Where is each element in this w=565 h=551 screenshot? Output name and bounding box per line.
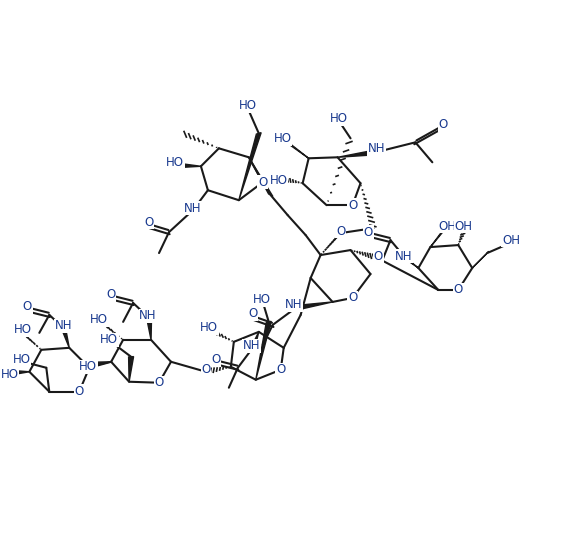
Text: HO: HO <box>200 321 218 334</box>
Polygon shape <box>129 356 133 382</box>
Text: HO: HO <box>166 156 184 169</box>
Text: O: O <box>364 225 373 239</box>
Text: NH: NH <box>184 202 202 215</box>
Text: HO: HO <box>90 314 108 326</box>
Text: OH: OH <box>438 220 457 233</box>
Text: HO: HO <box>270 174 288 187</box>
Text: NH: NH <box>395 250 412 262</box>
Polygon shape <box>404 256 418 268</box>
Text: NH: NH <box>368 142 385 155</box>
Text: O: O <box>348 199 357 212</box>
Polygon shape <box>472 251 489 268</box>
Text: NH: NH <box>243 339 260 352</box>
Text: O: O <box>276 363 285 376</box>
Polygon shape <box>239 133 261 200</box>
Polygon shape <box>295 302 333 310</box>
Polygon shape <box>146 318 151 340</box>
Polygon shape <box>175 163 201 168</box>
Text: HO: HO <box>1 368 19 381</box>
Polygon shape <box>249 157 273 197</box>
Text: O: O <box>201 363 211 376</box>
Text: O: O <box>211 353 220 366</box>
Text: O: O <box>23 300 32 314</box>
Polygon shape <box>89 362 111 368</box>
Text: HO: HO <box>253 294 271 306</box>
Text: OH: OH <box>502 234 520 247</box>
Text: HO: HO <box>100 333 118 347</box>
Text: O: O <box>454 283 463 296</box>
Text: O: O <box>374 250 383 262</box>
Polygon shape <box>9 370 29 375</box>
Text: O: O <box>248 307 258 320</box>
Text: HO: HO <box>329 112 347 125</box>
Text: O: O <box>154 376 164 389</box>
Text: HO: HO <box>14 323 32 336</box>
Polygon shape <box>250 332 259 349</box>
Text: HO: HO <box>273 132 292 145</box>
Text: O: O <box>107 289 116 301</box>
Text: O: O <box>75 385 84 398</box>
Polygon shape <box>431 226 447 247</box>
Text: NH: NH <box>140 310 157 322</box>
Text: O: O <box>154 376 164 389</box>
Text: O: O <box>145 215 154 229</box>
Text: O: O <box>348 291 357 305</box>
Polygon shape <box>256 321 271 380</box>
Text: HO: HO <box>79 360 97 373</box>
Text: O: O <box>336 225 345 237</box>
Text: HO: HO <box>239 99 257 112</box>
Text: OH: OH <box>454 220 472 233</box>
Text: HO: HO <box>12 353 31 366</box>
Polygon shape <box>283 138 308 158</box>
Polygon shape <box>61 327 69 348</box>
Text: NH: NH <box>54 320 72 332</box>
Polygon shape <box>337 150 376 157</box>
Text: O: O <box>258 176 267 189</box>
Text: O: O <box>438 118 448 131</box>
Text: NH: NH <box>285 299 302 311</box>
